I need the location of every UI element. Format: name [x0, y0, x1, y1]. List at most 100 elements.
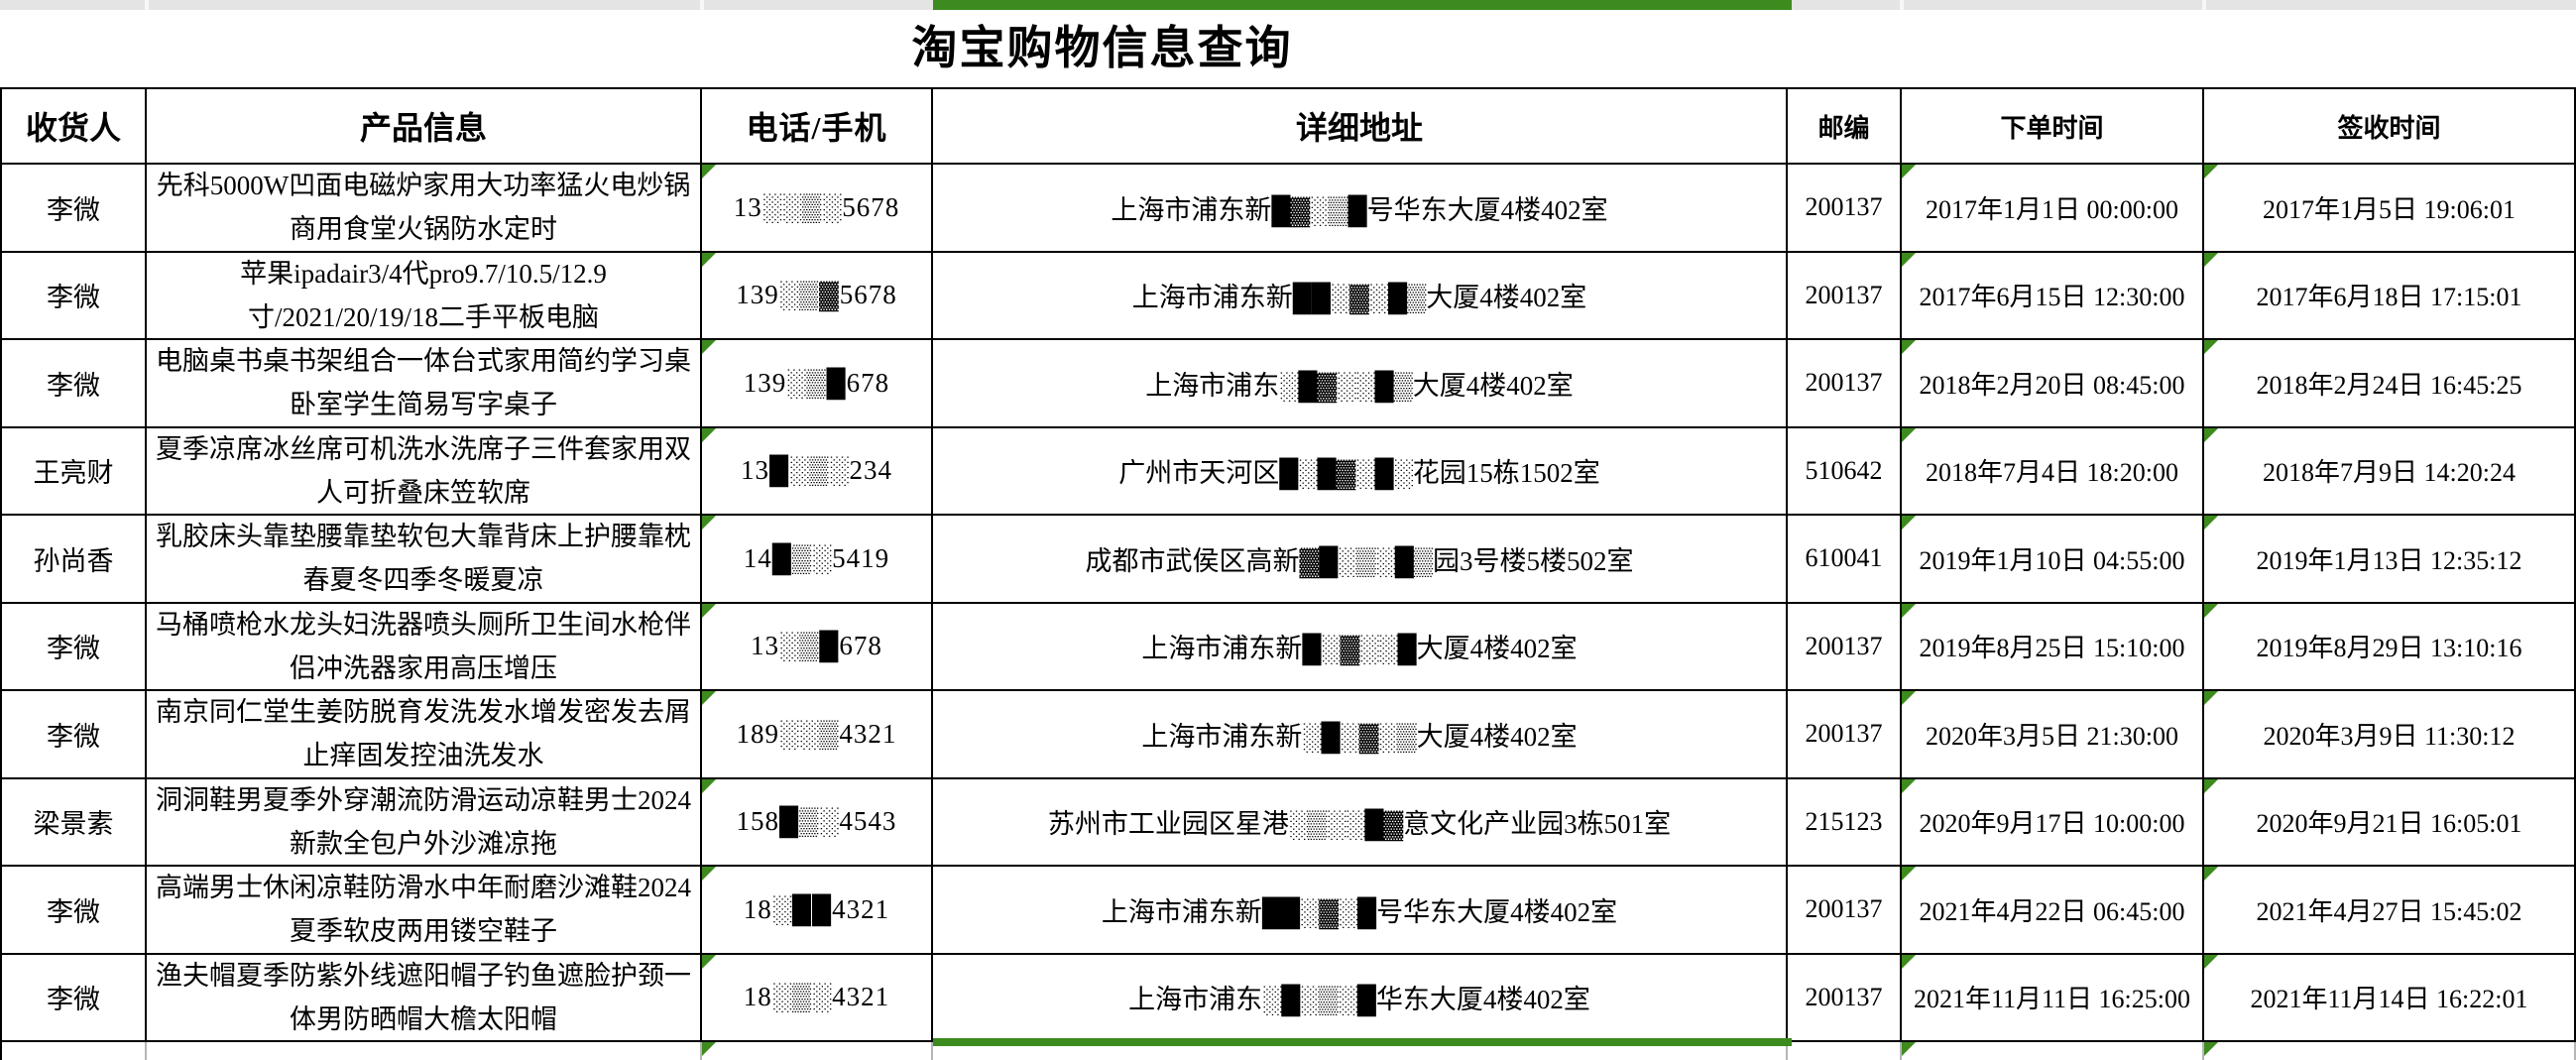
cell-text: 上海市浦东░█░▒░█华东大厦4楼402室: [1128, 985, 1590, 1015]
column-header-phone[interactable]: 电话/手机: [702, 87, 933, 165]
cell-postal[interactable]: 510642: [1788, 427, 1902, 516]
cell-name-partial[interactable]: [0, 1042, 147, 1060]
cell-text: 158█▒░4543: [736, 806, 897, 837]
cell-product[interactable]: 高端男士休闲凉鞋防滑水中年耐磨沙滩鞋2024夏季软皮两用镂空鞋子: [147, 867, 702, 955]
cell-postal[interactable]: 200137: [1788, 954, 1902, 1042]
cell-product[interactable]: 电脑桌书桌书架组合一体台式家用简约学习桌卧室学生简易写字桌子: [147, 340, 702, 428]
cell-postal[interactable]: 215123: [1788, 778, 1902, 867]
cell-product[interactable]: 洞洞鞋男夏季外穿潮流防滑运动凉鞋男士2024新款全包户外沙滩凉拖: [147, 778, 702, 867]
cell-name[interactable]: 李微: [0, 252, 147, 340]
cell-sign_time[interactable]: 2021年11月14日 16:22:01: [2204, 954, 2576, 1042]
cell-product[interactable]: 南京同仁堂生姜防脱育发洗发水增发密发去屑止痒固发控油洗发水: [147, 691, 702, 779]
cell-name[interactable]: 李微: [0, 340, 147, 428]
cell-sign_time[interactable]: 2018年7月9日 14:20:24: [2204, 427, 2576, 516]
cell-sign_time[interactable]: 2019年8月29日 13:10:16: [2204, 603, 2576, 691]
cell-phone[interactable]: 18░▒░4321: [702, 954, 933, 1042]
cell-name[interactable]: 李微: [0, 691, 147, 779]
cell-sign_time[interactable]: 2020年9月21日 16:05:01: [2204, 778, 2576, 867]
cell-address[interactable]: 上海市浦东新░█░▓░▒大厦4楼402室: [933, 691, 1788, 779]
cell-product[interactable]: 渔夫帽夏季防紫外线遮阳帽子钓鱼遮脸护颈一体男防晒帽大檐太阳帽: [147, 954, 702, 1042]
cell-phone[interactable]: 18░██4321: [702, 867, 933, 955]
sheet-column-header-strip[interactable]: [0, 0, 2576, 10]
cell-product-partial[interactable]: [147, 1042, 702, 1060]
cell-text: 2018年7月4日 18:20:00: [1926, 458, 2178, 488]
cell-sign_time[interactable]: 2021年4月27日 15:45:02: [2204, 867, 2576, 955]
cell-product[interactable]: 先科5000W凹面电磁炉家用大功率猛火电炒锅商用食堂火锅防水定时: [147, 165, 702, 253]
cell-phone[interactable]: 189░░▒4321: [702, 691, 933, 779]
column-header-order_time[interactable]: 下单时间: [1902, 87, 2204, 165]
cell-phone-partial[interactable]: [702, 1042, 933, 1060]
column-header-product[interactable]: 产品信息: [147, 87, 702, 165]
cell-sign_time[interactable]: 2019年1月13日 12:35:12: [2204, 516, 2576, 604]
cell-sign_time[interactable]: 2017年6月18日 17:15:01: [2204, 252, 2576, 340]
cell-phone[interactable]: 139░▒█678: [702, 340, 933, 428]
cell-text: 200137: [1805, 894, 1883, 924]
cell-sign_time[interactable]: 2020年3月9日 11:30:12: [2204, 691, 2576, 779]
page-title[interactable]: 淘宝购物信息查询: [911, 23, 1293, 73]
cell-product[interactable]: 乳胶床头靠垫腰靠垫软包大靠背床上护腰靠枕春夏冬四季冬暖夏凉: [147, 516, 702, 604]
cell-name[interactable]: 李微: [0, 165, 147, 253]
cell-sign_time-partial[interactable]: [2204, 1042, 2576, 1060]
cell-postal[interactable]: 610041: [1788, 516, 1902, 604]
cell-address[interactable]: 上海市浦东新█▓░▒█号华东大厦4楼402室: [933, 165, 1788, 253]
column-header-postal[interactable]: 邮编: [1788, 87, 1902, 165]
cell-order_time[interactable]: 2017年1月1日 00:00:00: [1902, 165, 2204, 253]
comment-triangle-icon: [1902, 954, 1916, 969]
cell-name[interactable]: 王亮财: [0, 427, 147, 516]
cell-order_time[interactable]: 2021年4月22日 06:45:00: [1902, 867, 2204, 955]
cell-product[interactable]: 苹果ipadair3/4代pro9.7/10.5/12.9寸/2021/20/1…: [147, 252, 702, 340]
cell-phone[interactable]: 13░░▒░5678: [702, 165, 933, 253]
cell-address[interactable]: 苏州市工业园区星港░▒░░█▓意文化产业园3栋501室: [933, 778, 1788, 867]
cell-order_time-partial[interactable]: [1902, 1042, 2204, 1060]
cell-postal[interactable]: 200137: [1788, 165, 1902, 253]
cell-name[interactable]: 梁景素: [0, 778, 147, 867]
comment-triangle-icon: [1902, 427, 1916, 442]
cell-name[interactable]: 李微: [0, 954, 147, 1042]
cell-postal-partial[interactable]: [1788, 1042, 1902, 1060]
cell-text: 2021年4月27日 15:45:02: [2256, 896, 2522, 926]
cell-order_time[interactable]: 2021年11月11日 16:25:00: [1902, 954, 2204, 1042]
cell-name[interactable]: 李微: [0, 867, 147, 955]
cell-postal[interactable]: 200137: [1788, 252, 1902, 340]
cell-address[interactable]: 上海市浦东░█░▒░█华东大厦4楼402室: [933, 954, 1788, 1042]
cell-phone[interactable]: 139░▒▓5678: [702, 252, 933, 340]
cell-postal[interactable]: 200137: [1788, 340, 1902, 428]
cell-order_time[interactable]: 2019年1月10日 04:55:00: [1902, 516, 2204, 604]
cell-order_time[interactable]: 2019年8月25日 15:10:00: [1902, 603, 2204, 691]
column-header-sign_time[interactable]: 签收时间: [2204, 87, 2576, 165]
comment-triangle-icon: [2204, 691, 2218, 705]
cell-order_time[interactable]: 2017年6月15日 12:30:00: [1902, 252, 2204, 340]
selected-column-highlight: [933, 0, 1792, 10]
column-header-address[interactable]: 详细地址: [933, 87, 1788, 165]
cell-phone[interactable]: 13█░▒░234: [702, 427, 933, 516]
cell-sign_time[interactable]: 2017年1月5日 19:06:01: [2204, 165, 2576, 253]
cell-address[interactable]: 上海市浦东新█░▓░░█大厦4楼402室: [933, 603, 1788, 691]
cell-postal[interactable]: 200137: [1788, 867, 1902, 955]
cell-phone[interactable]: 158█▒░4543: [702, 778, 933, 867]
cell-address[interactable]: 广州市天河区█░█▓░█░花园15栋1502室: [933, 427, 1788, 516]
cell-address-partial[interactable]: [933, 1042, 1788, 1060]
cell-text: 上海市浦东新░█░▓░▒大厦4楼402室: [1141, 721, 1578, 752]
comment-triangle-icon: [1902, 867, 1916, 881]
cell-address[interactable]: 成都市武侯区高新▓█░▒░█▒园3号楼5楼502室: [933, 516, 1788, 604]
cell-address[interactable]: 上海市浦东新██░▓░█▒大厦4楼402室: [933, 252, 1788, 340]
cell-order_time[interactable]: 2020年9月17日 10:00:00: [1902, 778, 2204, 867]
cell-sign_time[interactable]: 2018年2月24日 16:45:25: [2204, 340, 2576, 428]
cell-order_time[interactable]: 2020年3月5日 21:30:00: [1902, 691, 2204, 779]
cell-phone[interactable]: 13░▒█678: [702, 603, 933, 691]
cell-text: 马桶喷枪水龙头妇洗器喷头厕所卫生间水枪伴侣冲洗器家用高压增压: [156, 609, 691, 683]
cell-address[interactable]: 上海市浦东░█▓░░█▒大厦4楼402室: [933, 340, 1788, 428]
cell-name[interactable]: 孙尚香: [0, 516, 147, 604]
cell-address[interactable]: 上海市浦东新██░▓░█号华东大厦4楼402室: [933, 867, 1788, 955]
column-header-name[interactable]: 收货人: [0, 87, 147, 165]
cell-name[interactable]: 李微: [0, 603, 147, 691]
cell-postal[interactable]: 200137: [1788, 603, 1902, 691]
cell-order_time[interactable]: 2018年7月4日 18:20:00: [1902, 427, 2204, 516]
cell-text: 李微: [47, 721, 100, 752]
cell-order_time[interactable]: 2018年2月20日 08:45:00: [1902, 340, 2204, 428]
cell-product[interactable]: 马桶喷枪水龙头妇洗器喷头厕所卫生间水枪伴侣冲洗器家用高压增压: [147, 603, 702, 691]
cell-phone[interactable]: 14█▒░5419: [702, 516, 933, 604]
cell-product[interactable]: 夏季凉席冰丝席可机洗水洗席子三件套家用双人可折叠床笠软席: [147, 427, 702, 516]
cell-postal[interactable]: 200137: [1788, 691, 1902, 779]
cell-text: 梁景素: [33, 809, 114, 840]
